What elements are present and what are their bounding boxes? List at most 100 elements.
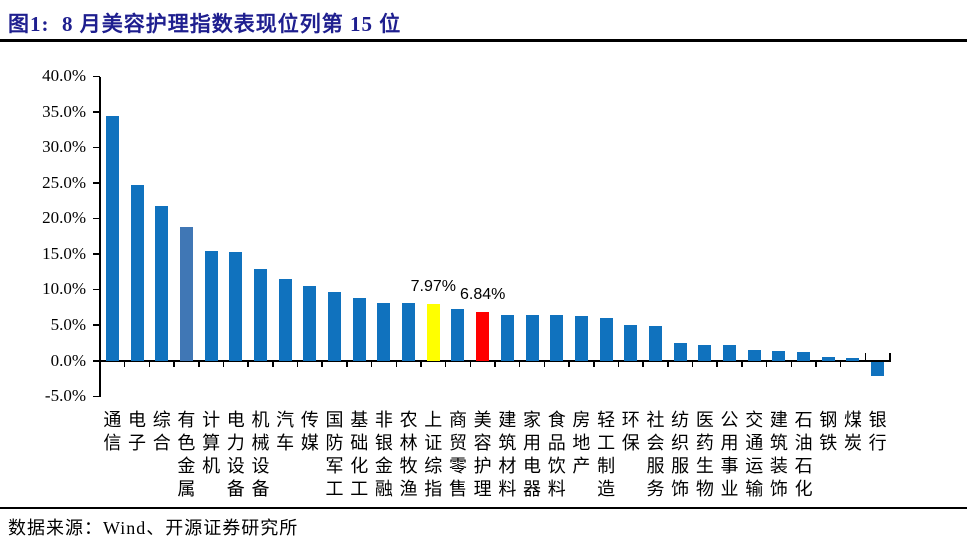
bar-家用电器: [525, 314, 539, 361]
x-axis-tick: [815, 362, 817, 367]
bar-value-label: 7.97%: [410, 278, 456, 296]
footer-divider: [0, 507, 967, 509]
x-axis-tick: [123, 362, 126, 367]
y-axis-tick: [93, 217, 100, 220]
y-axis-label: 10.0%: [42, 279, 86, 299]
x-axis-line: [99, 360, 891, 362]
bar-传媒: [303, 285, 317, 361]
bar-医药生物: [698, 344, 712, 361]
bar-机械设备: [253, 269, 267, 361]
x-axis-category-label: 有色金属: [177, 410, 196, 499]
y-axis-tick: [93, 288, 100, 291]
bar-建筑装饰: [772, 351, 786, 361]
x-axis-category-label: 环保: [621, 410, 640, 453]
x-axis-tick: [296, 362, 299, 367]
y-axis-label: -5.0%: [44, 386, 86, 406]
x-axis-tick: [247, 362, 249, 367]
bar-农林牧渔: [402, 303, 416, 361]
bar-环保: [624, 324, 638, 361]
x-axis-category-label: 建筑装饰: [769, 410, 788, 499]
x-axis-category-label: 美容护理: [473, 410, 492, 499]
y-axis-label: 35.0%: [42, 101, 86, 121]
bar-非银金融: [377, 303, 391, 361]
x-axis-tick: [494, 362, 496, 367]
bar-商贸零售: [451, 309, 465, 361]
x-axis-category-label: 纺织服饰: [671, 410, 690, 499]
x-axis-tick: [765, 362, 768, 367]
x-axis-tick: [667, 362, 669, 367]
x-axis-tick: [543, 362, 546, 367]
x-axis-tick: [173, 362, 175, 367]
x-axis-category-label: 公用事业: [720, 410, 739, 499]
y-axis-label: 0.0%: [50, 350, 86, 370]
x-axis-tick: [864, 353, 867, 362]
bar-公用事业: [723, 344, 737, 361]
x-axis-category-label: 通信: [103, 410, 122, 453]
y-axis-tick: [93, 253, 100, 255]
x-axis-category-label: 上证综指: [424, 410, 443, 499]
bar-有色金属: [179, 226, 193, 361]
x-axis-category-label: 食品饮料: [547, 410, 566, 499]
bar-煤炭: [846, 358, 860, 361]
bar-通信: [105, 116, 119, 361]
bar-纺织服饰: [673, 343, 687, 361]
x-axis-tick: [839, 362, 842, 367]
x-axis-tick: [889, 353, 891, 362]
x-axis-tick: [272, 362, 274, 367]
title-underline: [0, 39, 967, 42]
x-axis-tick: [518, 362, 521, 367]
bar-房地产: [574, 316, 588, 361]
y-axis-line: [99, 76, 101, 397]
x-axis-tick: [741, 362, 743, 367]
y-axis-tick: [93, 75, 100, 78]
bar-银行: [871, 362, 885, 377]
x-axis-tick: [395, 362, 397, 367]
y-axis-label: 25.0%: [42, 172, 86, 192]
y-axis-label: 15.0%: [42, 243, 86, 263]
x-axis-tick: [370, 362, 373, 367]
x-axis-tick: [568, 362, 570, 367]
x-axis-tick: [148, 362, 151, 367]
bar-石油石化: [797, 351, 811, 361]
y-axis-tick: [93, 182, 100, 184]
x-axis-tick: [790, 362, 792, 367]
bar-交通运输: [747, 349, 761, 361]
bar-钢铁: [821, 357, 835, 361]
x-axis-category-label: 非银金融: [374, 410, 393, 499]
bar-上证综指: [426, 304, 440, 361]
y-axis-tick: [93, 146, 100, 149]
bar-chart: 40.0% 35.0% 30.0% 25.0% 20.0% 15.0% 10.0% 5.0% 0…: [0, 44, 967, 504]
x-axis-category-label: 家用电器: [523, 410, 542, 499]
bar-国防军工: [328, 292, 342, 361]
bar-综合: [155, 206, 169, 361]
x-axis-category-label: 计算机: [202, 410, 221, 476]
x-axis-tick: [222, 362, 225, 367]
bar-轻工制造: [599, 317, 613, 361]
y-axis-tick: [93, 324, 100, 326]
x-axis-category-label: 传媒: [300, 410, 319, 453]
y-axis-label: 30.0%: [42, 137, 86, 157]
bar-基础化工: [352, 297, 366, 361]
x-axis-category-label: 交通运输: [745, 410, 764, 499]
bar-建筑材料: [500, 314, 514, 361]
x-axis-tick: [716, 362, 718, 367]
bar-电力设备: [229, 252, 243, 361]
x-axis-category-label: 轻工制造: [597, 410, 616, 499]
x-axis-category-label: 综合: [152, 410, 171, 453]
x-axis-tick: [198, 362, 200, 367]
x-axis-category-label: 建筑材料: [498, 410, 517, 499]
x-axis-tick: [469, 362, 472, 367]
x-axis-category-label: 商贸零售: [448, 410, 467, 499]
figure-title: 图1: 8 月美容护理指数表现位列第 15 位: [8, 12, 402, 36]
x-axis-tick: [346, 362, 348, 367]
bar-电子: [130, 185, 144, 361]
y-axis-tick: [93, 360, 100, 362]
x-axis-category-label: 社会服务: [646, 410, 665, 499]
x-axis-category-label: 电子: [128, 410, 147, 453]
bar-美容护理: [476, 312, 490, 361]
x-axis-category-label: 医药生物: [695, 410, 714, 499]
x-axis-tick: [321, 362, 323, 367]
x-axis-category-label: 基础化工: [350, 410, 369, 499]
x-axis-tick: [642, 362, 644, 367]
y-axis-label: 40.0%: [42, 66, 86, 86]
